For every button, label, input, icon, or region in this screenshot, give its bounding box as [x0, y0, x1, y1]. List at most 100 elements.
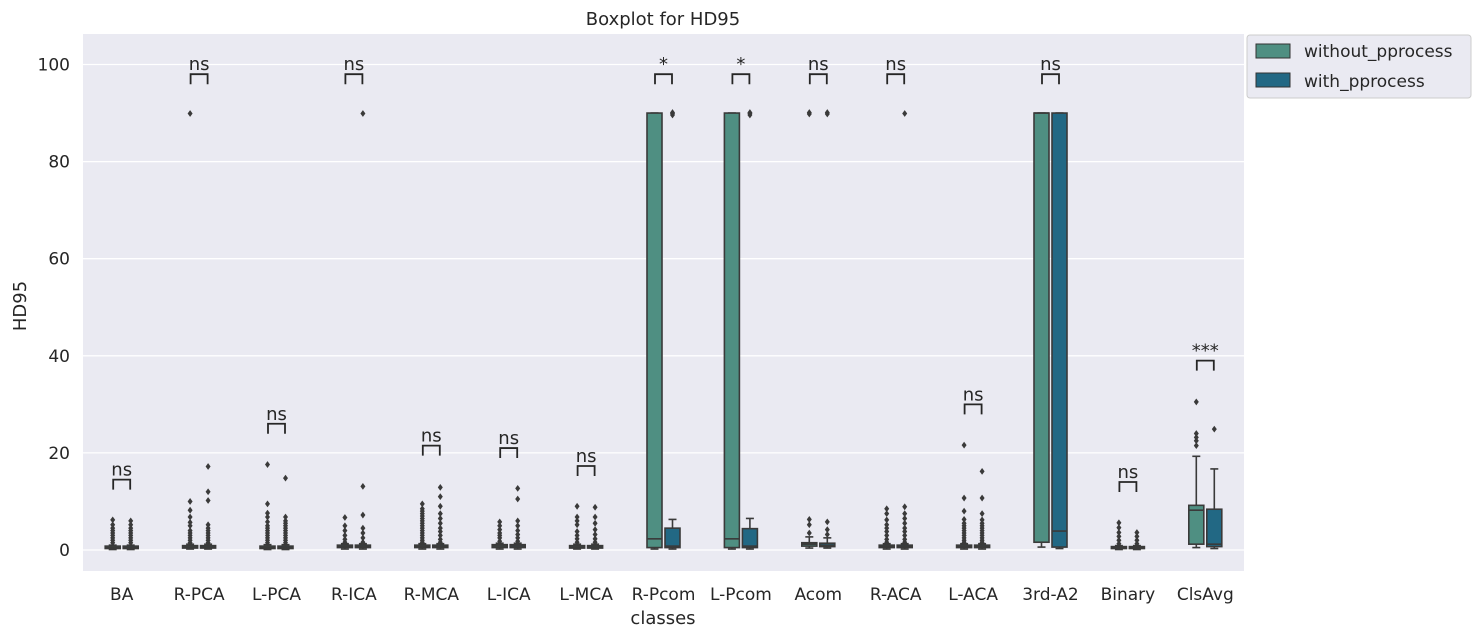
outlier-point	[979, 494, 985, 502]
outlier-point	[592, 503, 598, 511]
outlier-point	[902, 510, 908, 517]
outlier-point	[574, 528, 580, 535]
box-with_pprocess-R-ICA	[354, 110, 372, 550]
significance-bracket	[1195, 359, 1215, 371]
box-body	[646, 112, 663, 549]
legend-frame	[1246, 34, 1472, 99]
significance-3rd-A2: ns	[1040, 54, 1061, 85]
x-tick-label-3: R-ICA	[331, 585, 377, 605]
box-without_pprocess-L-ACA	[955, 441, 973, 550]
outlier-point	[806, 516, 812, 523]
x-tick-label-1: R-PCA	[174, 585, 225, 605]
outlier-point	[1116, 519, 1122, 527]
significance-label: ns	[111, 460, 132, 481]
significance-ClsAvg: ***	[1192, 341, 1219, 371]
outlier-point	[961, 507, 967, 515]
significance-Acom: ns	[808, 54, 829, 85]
outlier-point	[497, 518, 503, 526]
outlier-point	[110, 516, 116, 524]
box-body	[1033, 112, 1050, 544]
outlier-point	[205, 463, 211, 470]
box-without_pprocess-R-PCA	[181, 110, 199, 550]
box-without_pprocess-R-ICA	[336, 514, 354, 550]
outlier-point	[1116, 536, 1122, 544]
box-with_pprocess-ClsAvg	[1206, 425, 1223, 550]
box-with_pprocess-L-PCA	[277, 474, 294, 551]
outlier-point	[515, 484, 521, 492]
outlier-point	[342, 532, 348, 539]
outlier-point	[437, 493, 443, 500]
y-tick-label-60: 60	[48, 250, 70, 270]
box-with_pprocess-3rd-A2	[1051, 112, 1068, 550]
outlier-point	[360, 482, 366, 490]
outlier-point	[902, 110, 908, 117]
outlier-point	[360, 511, 366, 519]
outlier-point	[419, 505, 425, 513]
x-tick-label-11: L-ACA	[948, 585, 998, 605]
box-with_pprocess-Acom	[818, 109, 836, 549]
x-tick-label-0: BA	[110, 585, 134, 605]
outlier-point	[515, 531, 521, 538]
outlier-point	[592, 535, 598, 543]
outlier-point	[419, 500, 425, 508]
outlier-point	[574, 513, 580, 521]
outlier-point	[342, 535, 348, 543]
outlier-point	[128, 521, 134, 529]
outlier-point	[884, 516, 890, 524]
outlier-point	[437, 535, 443, 543]
significance-bracket	[421, 444, 441, 456]
significance-R-ACA: ns	[885, 54, 906, 85]
outlier-point	[437, 532, 443, 539]
outlier-point	[1211, 425, 1217, 433]
legend-label-without-pprocess: without_pprocess	[1304, 42, 1453, 62]
outlier-point	[187, 527, 193, 534]
outlier-point	[360, 534, 366, 542]
outlier-point	[265, 461, 270, 468]
significance-bracket	[886, 73, 906, 85]
significance-bracket	[963, 403, 983, 415]
significance-label: ns	[1118, 462, 1139, 483]
outlier-point	[979, 516, 985, 524]
outlier-point	[884, 505, 890, 513]
box-with_pprocess-R-PCA	[199, 463, 217, 550]
box-body	[723, 112, 741, 549]
outlier-point	[884, 521, 890, 529]
outlier-point	[884, 532, 890, 539]
outlier-point	[497, 526, 503, 534]
outlier-point	[360, 529, 366, 537]
significance-label: ns	[344, 54, 365, 75]
outlier-point	[902, 532, 908, 539]
box-without_pprocess-R-MCA	[413, 500, 431, 550]
box-without_pprocess-L-Pcom	[723, 112, 741, 550]
significance-BA: ns	[111, 460, 132, 490]
outlier-point	[437, 510, 443, 517]
outlier-point	[187, 110, 193, 117]
outlier-point	[283, 513, 288, 521]
outlier-point	[824, 526, 830, 534]
outlier-point	[437, 519, 443, 527]
outlier-point	[824, 518, 830, 526]
outlier-point	[1134, 533, 1140, 540]
x-tick-label-8: L-Pcom	[710, 585, 772, 605]
significance-label: ns	[576, 446, 597, 467]
outlier-point	[515, 527, 521, 534]
outlier-point	[806, 529, 812, 537]
outlier-point	[961, 516, 967, 523]
significance-bracket	[189, 73, 209, 85]
significance-bracket	[344, 73, 364, 85]
significance-L-MCA: ns	[576, 446, 597, 477]
box-series	[104, 109, 1223, 551]
significance-bracket	[654, 73, 673, 85]
outlier-point	[342, 527, 348, 534]
outlier-point	[265, 509, 270, 517]
legend-swatch-without-pprocess	[1255, 43, 1291, 59]
legend-swatch-with-pprocess	[1255, 72, 1291, 88]
significance-L-Pcom: *	[731, 54, 751, 85]
significance-label: *	[736, 54, 745, 75]
x-tick-label-9: Acom	[794, 585, 842, 605]
significance-L-ICA: ns	[498, 428, 519, 459]
y-tick-label-80: 80	[48, 153, 70, 173]
outlier-point	[110, 521, 116, 529]
box-body	[1188, 504, 1205, 545]
outlier-point	[515, 517, 521, 525]
